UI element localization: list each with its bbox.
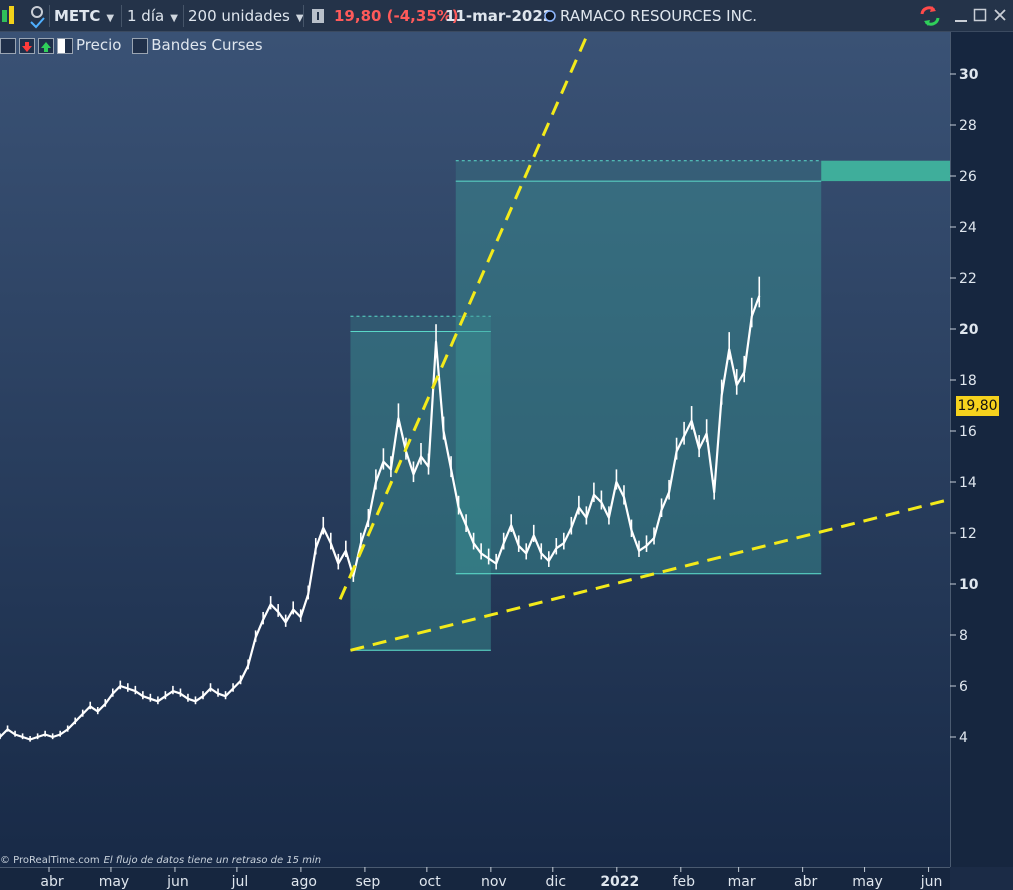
status-dot-icon <box>543 0 557 32</box>
y-tick-label: 8 <box>959 628 968 644</box>
indicator-icon[interactable] <box>27 0 47 32</box>
close-icon[interactable] <box>993 0 1007 32</box>
refresh-icon[interactable] <box>918 0 942 32</box>
x-tick-label: 2022 <box>600 874 639 890</box>
last-price-label: 19,80 <box>956 396 999 416</box>
x-tick-label: abr <box>794 874 817 890</box>
x-tick-label: jun <box>920 874 943 890</box>
price-label[interactable]: Precio <box>76 36 122 54</box>
maximize-icon[interactable] <box>973 0 987 32</box>
y-tick-label: 26 <box>959 169 977 185</box>
x-tick-label: mar <box>728 874 756 890</box>
data-credit: © ProRealTime.com El flujo de datos tiene… <box>0 855 321 866</box>
y-tick-label: 4 <box>959 730 968 746</box>
y-tick-label: 28 <box>959 118 977 134</box>
header-bar: METC ▼ 1 día ▼ 200 unidades ▼ 19,80 (-4,35%… <box>0 0 1013 32</box>
zone-1-band <box>350 316 491 332</box>
price-chart <box>0 32 950 742</box>
interval-label: 1 día <box>127 7 165 25</box>
symbol-label: METC <box>54 7 101 25</box>
x-tick-label: feb <box>673 874 696 890</box>
y-tick-label: 12 <box>959 526 977 542</box>
chevron-down-icon: ▼ <box>170 13 178 24</box>
zone-2-band <box>455 160 822 182</box>
price-line <box>0 295 761 741</box>
quote-date: 11-mar-2022 <box>445 7 554 25</box>
symbol-selector[interactable]: METC ▼ <box>54 0 114 32</box>
credit-site: © ProRealTime.com <box>0 855 100 866</box>
x-tick-label: jul <box>231 874 249 890</box>
units-label: 200 unidades <box>188 7 290 25</box>
x-tick-label: sep <box>356 874 381 890</box>
candlestick-icon[interactable] <box>0 0 20 32</box>
price-change: 19,80 (-4,35%) <box>334 7 459 25</box>
y-tick-label: 24 <box>959 220 977 236</box>
y-tick-label: 30 <box>959 67 979 83</box>
x-tick-label: oct <box>419 874 441 890</box>
x-tick-label: may <box>852 874 883 890</box>
y-tick-label: 10 <box>959 577 979 593</box>
info-icon[interactable] <box>311 0 325 32</box>
bands-color-swatch[interactable] <box>132 37 149 54</box>
x-tick-label: dic <box>546 874 566 890</box>
indicator-toolbar: Precio Bandes Curses <box>0 35 263 55</box>
y-tick-label: 16 <box>959 424 977 440</box>
zone-2-box <box>455 181 822 574</box>
x-tick-label: abr <box>40 874 63 890</box>
credit-delay-note: El flujo de datos tiene un retraso de 15… <box>103 855 322 866</box>
trendline-2 <box>350 497 950 652</box>
plot-area[interactable] <box>0 32 950 867</box>
chevron-down-icon: ▼ <box>106 13 115 24</box>
y-tick-label: 22 <box>959 271 977 287</box>
company-name: RAMACO RESOURCES INC. <box>560 7 758 25</box>
arrow-up-icon[interactable] <box>38 37 54 54</box>
arrow-down-icon[interactable] <box>19 37 35 54</box>
y-tick-label: 14 <box>959 475 977 491</box>
chart-style-icon[interactable] <box>0 37 16 54</box>
x-tick-label: may <box>99 874 130 890</box>
x-tick-label: ago <box>291 874 317 890</box>
y-tick-label: 20 <box>959 322 979 338</box>
chevron-down-icon: ▼ <box>295 13 304 24</box>
y-axis[interactable]: 46810121416182022242628303234 <box>950 32 1013 867</box>
resistance-band <box>821 160 950 182</box>
y-tick-label: 6 <box>959 679 968 695</box>
bands-label[interactable]: Bandes Curses <box>151 36 263 54</box>
y-tick-label: 18 <box>959 373 977 389</box>
x-tick-label: nov <box>481 874 507 890</box>
x-tick-label: jun <box>166 874 189 890</box>
interval-selector[interactable]: 1 día ▼ <box>127 0 178 32</box>
x-axis[interactable]: abr may jun jul ago sep oct nov dic 2022 feb mar abr… <box>0 867 950 890</box>
minimize-icon[interactable] <box>954 0 968 32</box>
units-selector[interactable]: 200 unidades ▼ <box>188 0 304 32</box>
price-color-swatch[interactable] <box>57 37 73 54</box>
